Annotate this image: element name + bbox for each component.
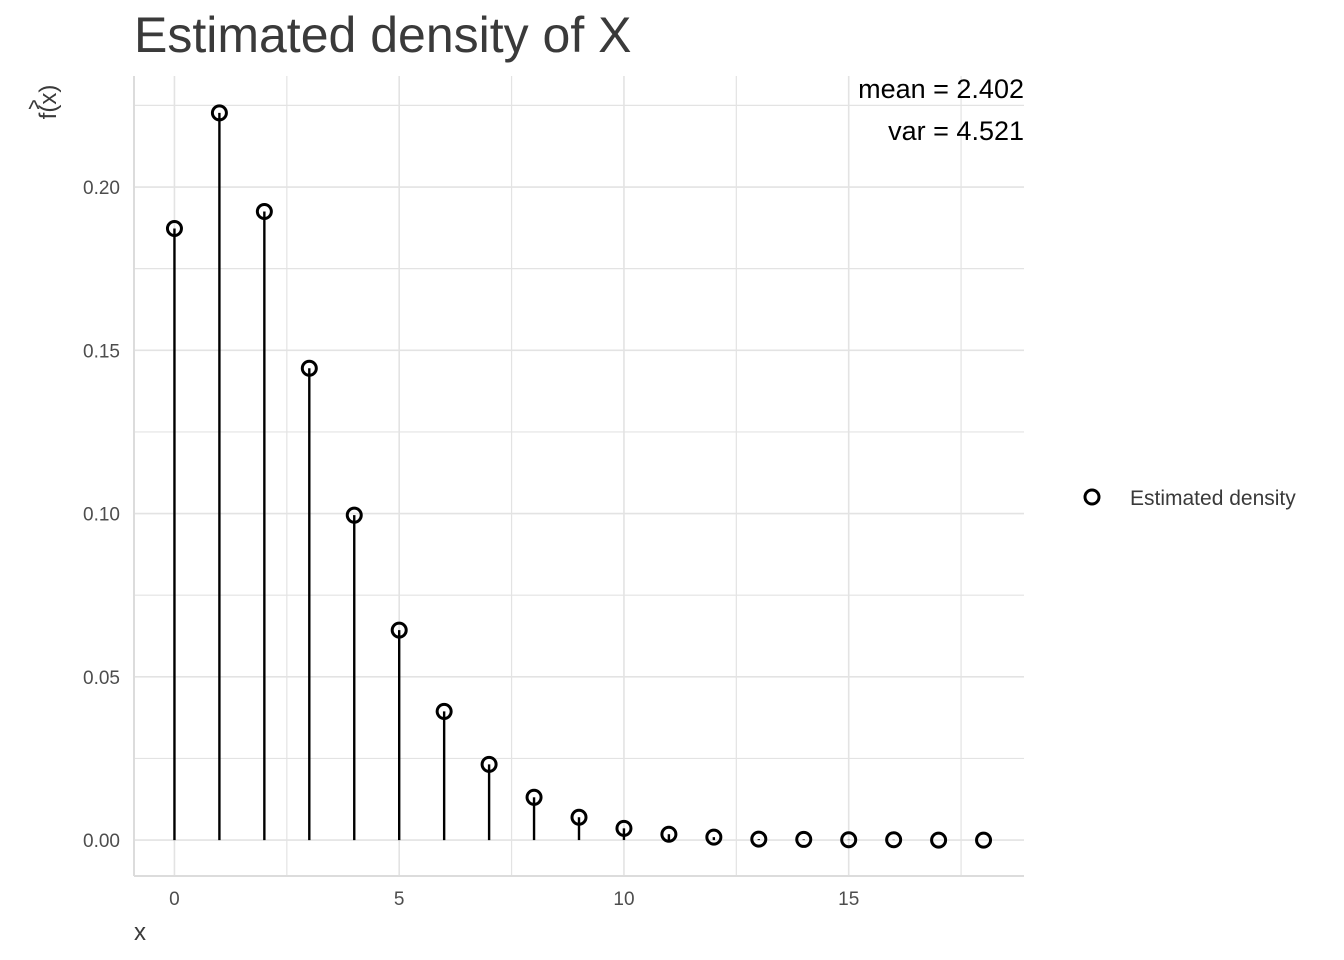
tick-labels: 0 5 10 15 0.00 0.05 0.10 0.15 0.20 (83, 178, 859, 910)
density-point (660, 825, 678, 843)
y-axis-label-hat: ^ (28, 96, 40, 123)
density-point (345, 506, 363, 524)
x-tick-label: 10 (613, 889, 634, 910)
density-point (480, 755, 498, 773)
density-point (975, 831, 993, 849)
y-axis-label-group: f(x) ^ (28, 85, 62, 123)
legend-label: Estimated density (1130, 487, 1296, 510)
density-point (525, 788, 543, 806)
y-tick-label: 0.10 (83, 505, 120, 526)
y-tick-label: 0.05 (83, 668, 120, 689)
grid (134, 76, 1024, 876)
y-tick-label: 0.20 (83, 178, 120, 199)
density-point (930, 831, 948, 849)
data-marks (165, 104, 993, 849)
y-tick-label: 0.15 (83, 341, 120, 362)
mean-annotation: mean = 2.402 (858, 74, 1024, 104)
legend-key (1083, 488, 1101, 506)
x-tick-label: 15 (838, 889, 859, 910)
x-tick-label: 0 (169, 889, 180, 910)
legend: Estimated density (1083, 487, 1296, 510)
x-axis-label: x (134, 919, 146, 946)
density-point (705, 828, 723, 846)
y-axis-label: f(x) (35, 85, 62, 120)
density-point (210, 104, 228, 122)
density-point (615, 819, 633, 837)
density-point (435, 702, 453, 720)
y-tick-label: 0.00 (83, 831, 120, 852)
chart-title: Estimated density of X (134, 7, 631, 63)
density-point (750, 830, 768, 848)
density-point (255, 203, 273, 221)
density-point (885, 831, 903, 849)
axes (133, 76, 1024, 877)
density-point (570, 808, 588, 826)
density-point (300, 359, 318, 377)
density-point (390, 621, 408, 639)
density-point (165, 219, 183, 237)
var-annotation: var = 4.521 (888, 116, 1024, 146)
density-point (795, 830, 813, 848)
x-tick-label: 5 (394, 889, 405, 910)
density-point (840, 831, 858, 849)
